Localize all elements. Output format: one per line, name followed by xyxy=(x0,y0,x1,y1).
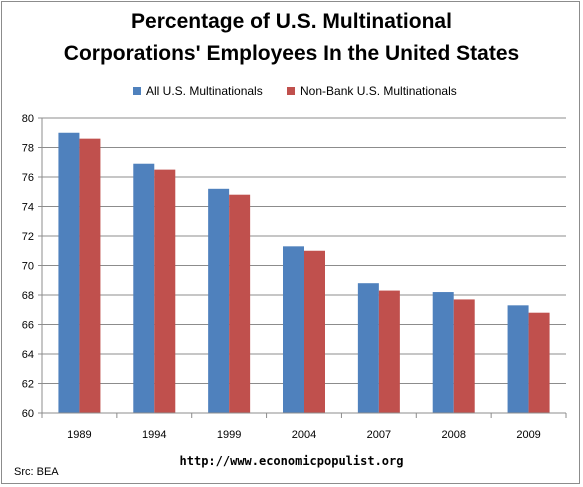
y-tick-label: 76 xyxy=(22,172,34,184)
bar-all-multinationals xyxy=(432,292,454,413)
bar-non-bank-multinationals xyxy=(79,138,101,413)
x-tick-label: 2004 xyxy=(292,429,316,441)
x-tick-label: 2008 xyxy=(441,429,465,441)
legend-label-non-bank-multinationals: Non-Bank U.S. Multinationals xyxy=(300,84,457,98)
legend-swatch-non-bank-multinationals xyxy=(287,87,295,95)
y-tick-label: 60 xyxy=(22,408,34,420)
y-tick-label: 64 xyxy=(22,349,34,361)
x-tick-label: 2007 xyxy=(367,429,391,441)
y-tick-label: 80 xyxy=(22,113,34,125)
axes xyxy=(38,117,567,418)
legend-item-all-multinationals: All U.S. Multinationals xyxy=(133,84,263,98)
bar-all-multinationals xyxy=(283,246,304,413)
bars xyxy=(58,132,550,413)
bar-all-multinationals xyxy=(507,305,529,413)
source-note: Src: BEA xyxy=(14,466,59,478)
chart-title-line-1: Percentage of U.S. Multinational xyxy=(131,10,452,33)
chart-title-line-2: Corporations' Employees In the United St… xyxy=(63,42,520,65)
chart-legend: All U.S. Multinationals Non-Bank U.S. Mu… xyxy=(0,84,583,100)
bar-non-bank-multinationals xyxy=(304,250,325,413)
bar-all-multinationals xyxy=(208,188,230,413)
bar-all-multinationals xyxy=(357,283,379,413)
y-tick-label: 72 xyxy=(22,231,34,243)
bar-non-bank-multinationals xyxy=(229,194,251,413)
x-tick-label: 1999 xyxy=(217,429,241,441)
y-axis-tick-labels: 60 62 64 66 68 70 72 74 76 78 80 xyxy=(22,113,34,420)
x-tick-label: 1994 xyxy=(142,429,166,441)
y-tick-label: 62 xyxy=(22,379,34,391)
legend-swatch-all-multinationals xyxy=(133,87,141,95)
bar-all-multinationals xyxy=(58,132,80,413)
y-tick-label: 68 xyxy=(22,290,34,302)
bar-all-multinationals xyxy=(133,163,155,413)
legend-item-non-bank-multinationals: Non-Bank U.S. Multinationals xyxy=(287,84,457,98)
y-tick-label: 66 xyxy=(22,320,34,332)
bar-non-bank-multinationals xyxy=(453,299,475,413)
gridlines xyxy=(42,117,566,384)
y-tick-label: 70 xyxy=(22,261,34,273)
bar-non-bank-multinationals xyxy=(154,169,176,413)
y-tick-label: 74 xyxy=(22,202,34,214)
x-tick-label: 2009 xyxy=(516,429,540,441)
x-axis-tick-labels: 1989 1994 1999 2004 2007 2008 2009 xyxy=(67,429,541,441)
legend-label-all-multinationals: All U.S. Multinationals xyxy=(146,84,263,98)
y-tick-label: 78 xyxy=(22,143,34,155)
source-url: http://www.economicpopulist.org xyxy=(179,454,404,468)
bar-non-bank-multinationals xyxy=(528,312,550,413)
bar-non-bank-multinationals xyxy=(378,290,400,413)
x-tick-label: 1989 xyxy=(67,429,91,441)
